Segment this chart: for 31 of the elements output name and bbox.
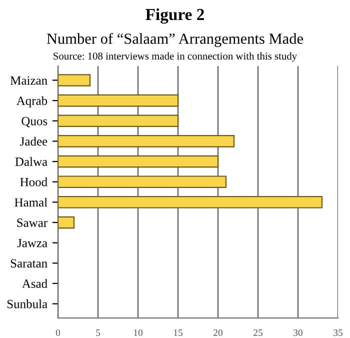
bar [58,135,235,148]
y-tick-label: Quos [22,116,48,128]
x-tick-label: 10 [134,329,142,336]
x-tick-label: 15 [174,329,182,336]
x-tick-label: 20 [214,329,222,336]
x-tick-label: 5 [96,329,100,336]
x-tick-label: 35 [334,329,342,336]
y-tick-label: Saratan [10,259,48,268]
y-tick-label: Hood [20,178,48,186]
y-tick-label: Sunbula [7,299,48,308]
x-tick-label: 25 [254,329,262,336]
bar [58,74,91,86]
y-tick-label: Sawar [17,218,48,227]
x-tick-label: 30 [294,329,302,336]
y-tick-label: Aqrab [16,96,48,108]
x-tick-label: 0 [56,329,60,336]
bar [58,94,179,107]
y-tick-label: Maizan [10,76,48,85]
chart-subtitle: Number of “Salaam” Arrangements Made [46,32,304,48]
bar [58,155,219,168]
chart-title: Figure 2 [146,8,204,24]
y-tick-label: Jadee [20,136,48,146]
bar [58,216,75,229]
source-note: Source: 108 interviews made in connection with this study [54,52,298,62]
y-tick-label: Dalwa [15,157,48,166]
bar [58,196,323,208]
bar [58,114,179,128]
y-tick-label: Jawza [17,238,48,248]
y-tick-label: Asad [22,279,48,288]
y-tick-label: Hamal [14,198,48,207]
bar [58,176,227,188]
